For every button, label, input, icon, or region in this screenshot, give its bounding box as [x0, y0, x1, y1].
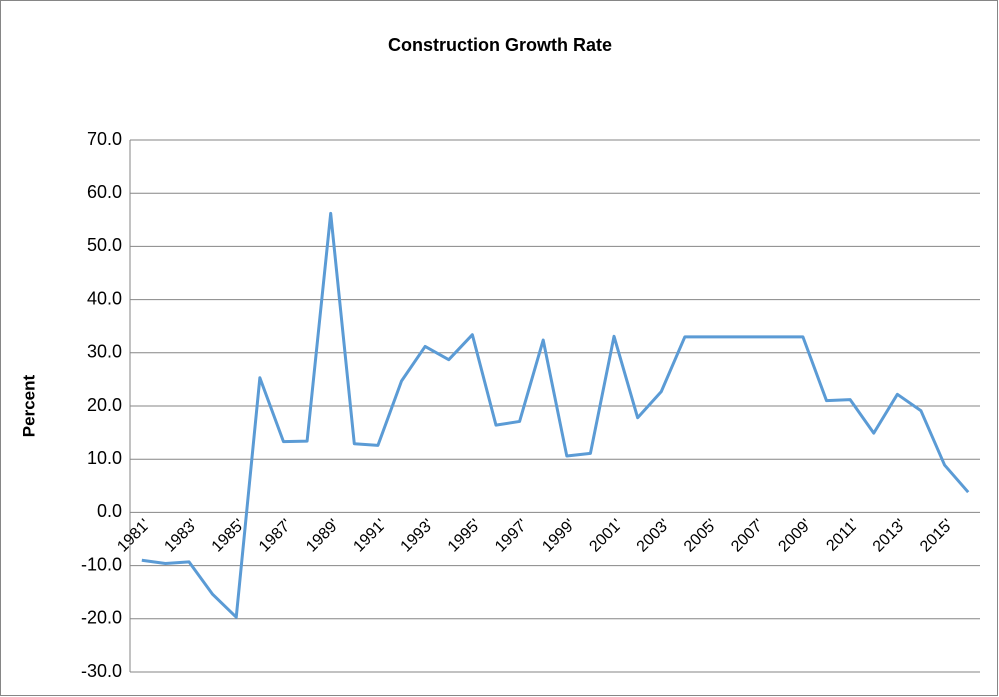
data-line — [141, 211, 970, 619]
y-tick-label: 60.0 — [87, 182, 122, 202]
y-tick-label: 40.0 — [87, 288, 122, 308]
y-tick-label: 70.0 — [87, 129, 122, 149]
y-tick-label: -30.0 — [81, 661, 122, 681]
y-tick-label: 50.0 — [87, 235, 122, 255]
y-tick-label: 0.0 — [97, 501, 122, 521]
y-tick-label: -10.0 — [81, 554, 122, 574]
y-tick-label: 10.0 — [87, 448, 122, 468]
y-tick-label: 30.0 — [87, 342, 122, 362]
y-axis-title: Percent — [19, 374, 38, 437]
chart-title: Construction Growth Rate — [388, 35, 612, 55]
y-tick-label: 20.0 — [87, 395, 122, 415]
y-tick-label: -20.0 — [81, 608, 122, 628]
